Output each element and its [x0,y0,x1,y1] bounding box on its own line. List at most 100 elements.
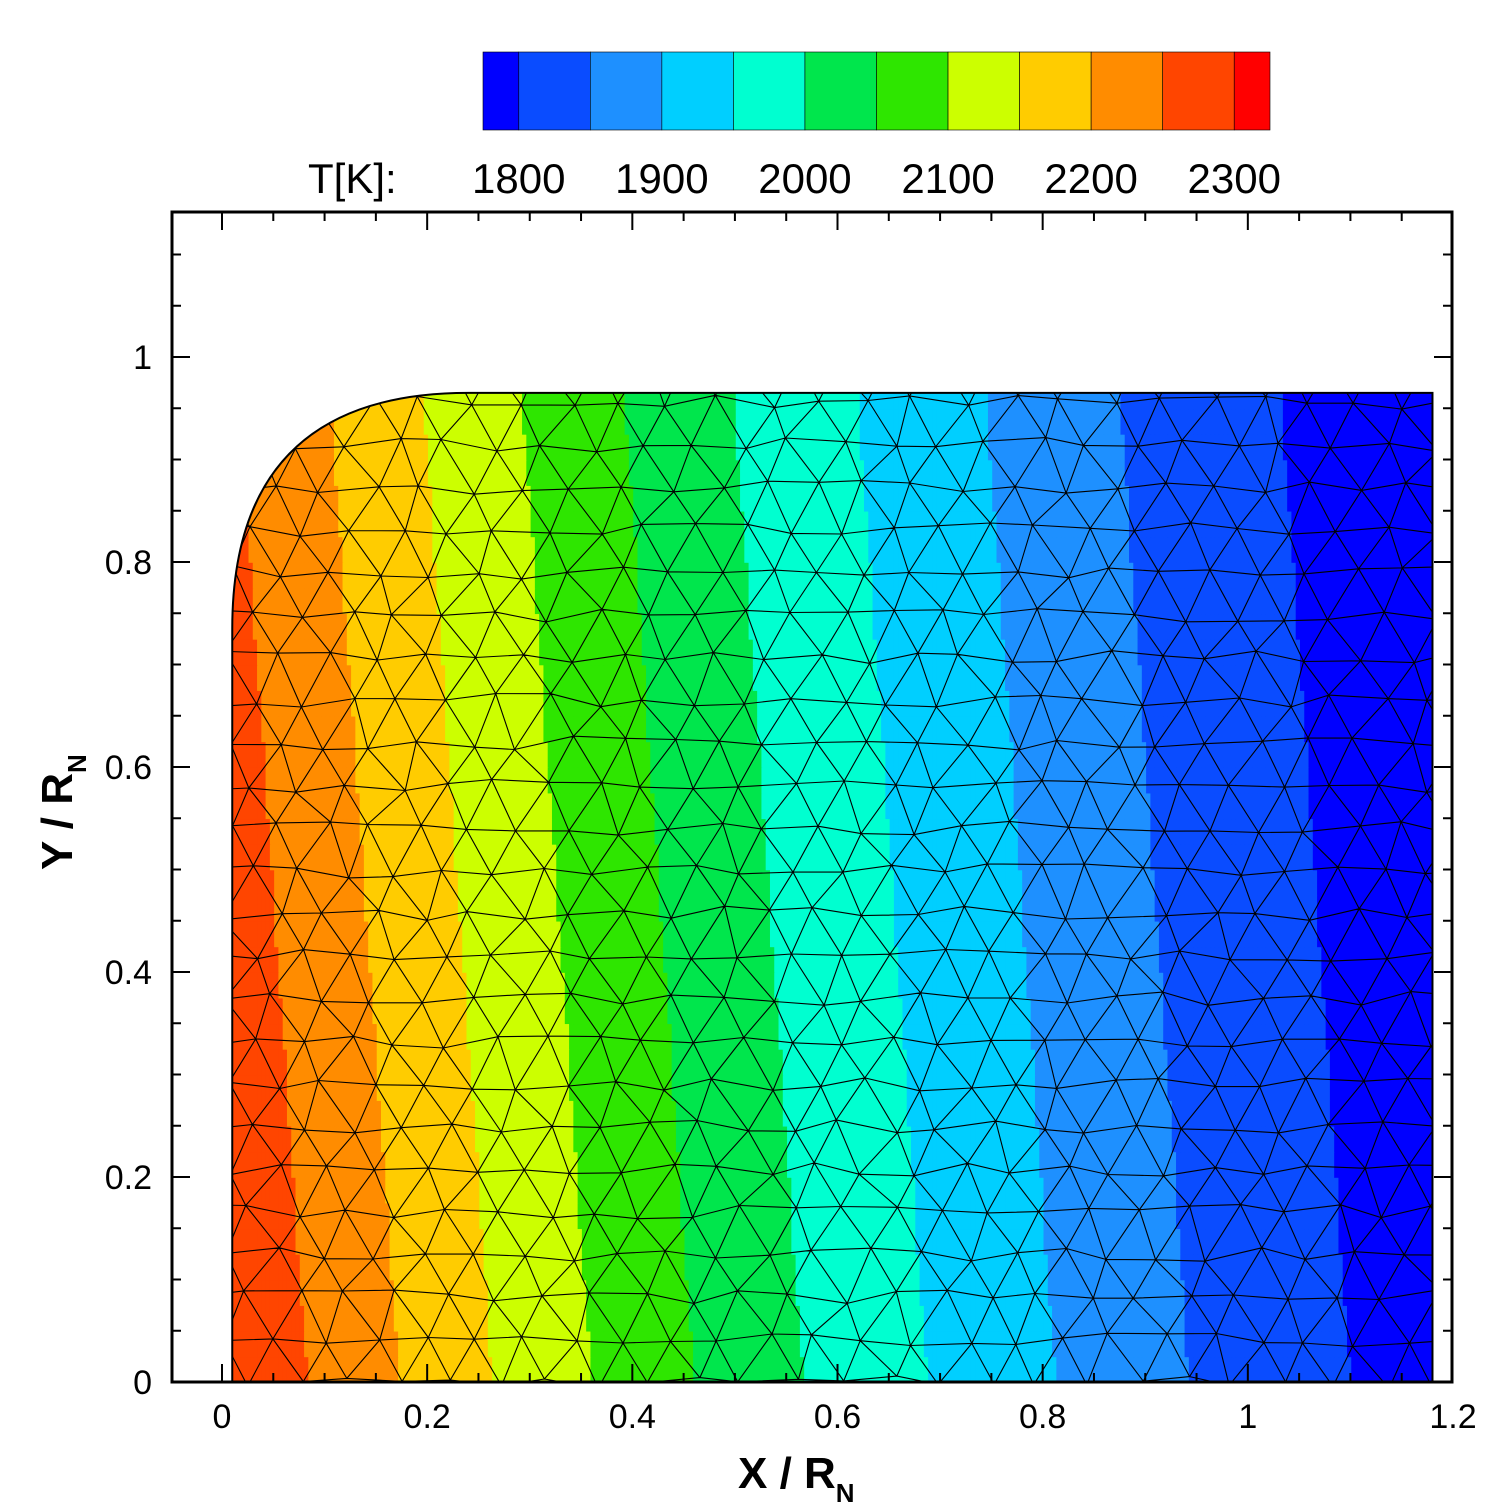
contour-cell [1146,1356,1152,1382]
contour-cell [769,1305,776,1332]
contour-cell [1240,1279,1246,1306]
contour-cell [1295,1202,1301,1230]
contour-cell [419,1228,425,1255]
contour-cell [1227,997,1233,1025]
contour-cell [1334,1228,1340,1255]
contour-cell [1146,1253,1152,1281]
contour-cell [680,1125,686,1153]
contour-cell [992,1048,998,1076]
contour-cell [859,1356,865,1382]
contour-cell [1176,1048,1182,1076]
contour-cell [308,1253,314,1281]
contour-cell [1265,1023,1271,1050]
contour-cell [859,1151,865,1178]
colorbar-swatch [733,51,806,131]
contour-cell [295,972,301,999]
contour-cell [722,1253,729,1281]
contour-cell [769,972,776,999]
contour-cell [436,1023,442,1050]
contour-cell [658,1305,664,1332]
contour-cell [325,1279,331,1306]
contour-cell [829,1356,835,1382]
contour-cell [1064,1151,1070,1178]
contour-cell [1081,1151,1088,1178]
contour-cell [782,997,788,1025]
contour-cell [718,1125,724,1153]
contour-cell [795,1279,801,1306]
contour-cell [479,1125,485,1153]
contour-cell [885,1279,891,1306]
contour-cell [684,1074,690,1101]
contour-cell [680,1048,686,1076]
contour-cell [449,1125,455,1153]
contour-cell [778,1305,784,1332]
contour-cell [778,1100,784,1127]
contour-cell [1411,1305,1417,1332]
contour-cell [911,972,917,999]
contour-cell [235,1100,241,1127]
contour-cell [1372,1305,1378,1332]
contour-cell [838,1202,844,1230]
contour-cell [389,1151,395,1178]
contour-cell [517,1330,523,1358]
contour-cell [1094,1305,1100,1332]
contour-cell [453,1151,459,1178]
contour-cell [393,1356,399,1382]
contour-cell [987,1177,994,1204]
contour-cell [406,1279,412,1306]
contour-cell [351,1100,357,1127]
contour-cell [953,1177,959,1204]
contour-cell [206,1356,211,1382]
contour-cell [526,1253,532,1281]
contour-cell [795,1177,801,1204]
contour-cell [1103,1305,1109,1332]
contour-cell [436,1202,442,1230]
contour-cell [620,1048,626,1076]
contour-cell [752,946,758,973]
contour-cell [876,1202,882,1230]
contour-cell [312,1330,318,1358]
contour-cell [949,1279,955,1306]
contour-cell [1445,1203,1450,1229]
contour-cell [1317,1151,1323,1178]
contour-cell [389,1125,395,1153]
contour-cell [829,1253,835,1281]
contour-cell [671,997,677,1025]
contour-cell [1295,1048,1301,1076]
contour-cell [342,1356,348,1382]
contour-cell [787,1125,793,1153]
contour-cell [611,1305,617,1332]
contour-cell [261,1305,267,1332]
contour-cell [569,1279,575,1306]
contour-cell [898,1100,904,1127]
contour-cell [316,1356,322,1382]
contour-cell [376,997,382,1025]
contour-cell [1176,1279,1182,1306]
contour-cell [637,1356,643,1382]
contour-cell [748,946,754,973]
contour-cell [1454,1280,1459,1306]
contour-cell [372,997,378,1025]
contour-cell [975,1023,981,1050]
contour-cell [1227,1305,1233,1332]
contour-cell [893,1202,899,1230]
contour-cell [868,1100,874,1127]
contour-cell [594,1228,600,1255]
contour-cell [1471,1356,1476,1382]
contour-cell [1154,1048,1160,1076]
contour-cell [1120,1228,1126,1255]
contour-cell [500,1100,506,1127]
contour-cell [1094,1202,1100,1230]
contour-cell [1218,1279,1224,1306]
contour-cell [1454,1177,1459,1203]
contour-cell [419,1253,425,1281]
contour-cell [1047,972,1053,999]
contour-cell [389,1100,395,1127]
contour-cell [675,972,682,999]
contour-cell [355,1151,361,1178]
contour-cell [539,1305,545,1332]
contour-cell [663,1048,669,1076]
contour-cell [206,1305,211,1331]
contour-cell [351,1253,357,1281]
contour-cell [1167,1356,1173,1382]
